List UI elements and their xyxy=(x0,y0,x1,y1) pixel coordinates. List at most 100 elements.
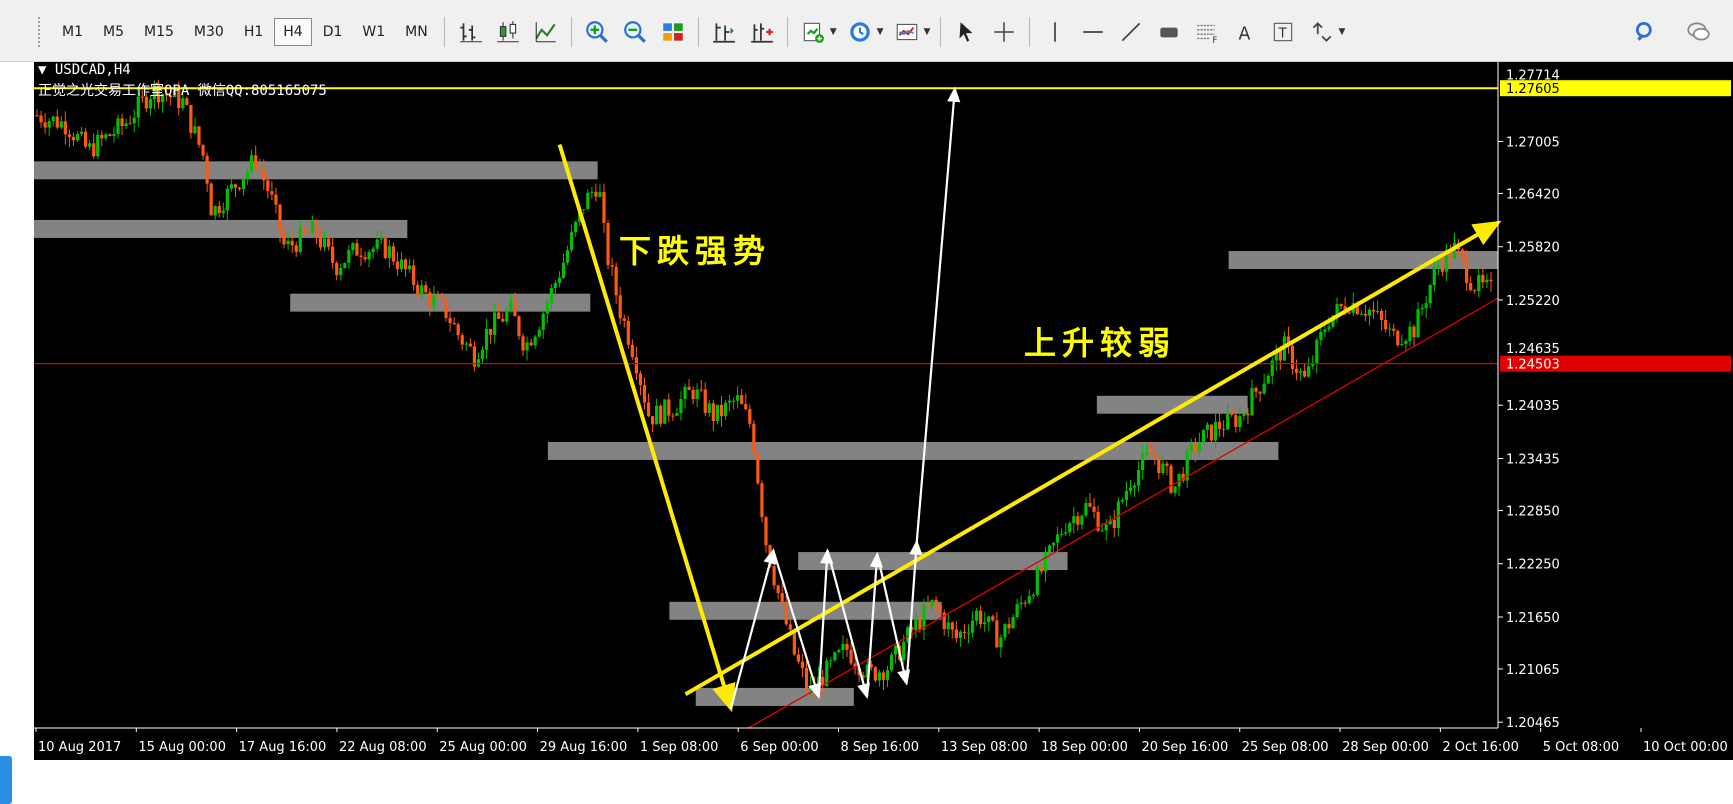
candle-body xyxy=(1250,388,1254,416)
templates-icon[interactable] xyxy=(891,16,923,48)
candle-body xyxy=(298,227,302,252)
candle-body xyxy=(570,232,574,251)
candle-body xyxy=(1056,534,1060,543)
candle-body xyxy=(391,246,395,262)
candle-body xyxy=(655,405,659,425)
candle-body xyxy=(1432,266,1436,286)
vertical-line-icon[interactable] xyxy=(1039,16,1071,48)
candle-body xyxy=(1047,545,1052,552)
candle-body xyxy=(1064,532,1068,534)
candle-body xyxy=(160,94,165,103)
tile-windows-icon[interactable] xyxy=(657,16,689,48)
red-price-badge-bg xyxy=(1500,355,1731,372)
candle-body xyxy=(638,373,643,386)
trendline-icon[interactable] xyxy=(1115,16,1147,48)
candle-body xyxy=(582,209,586,211)
search-icon[interactable] xyxy=(1630,16,1662,48)
candle-body xyxy=(821,676,825,687)
candle-body xyxy=(1315,340,1319,364)
dropdown-arrow-icon[interactable]: ▼ xyxy=(829,27,837,37)
candle-body xyxy=(926,605,930,607)
candle-body xyxy=(339,268,343,276)
candle-body xyxy=(104,134,108,139)
time-tick-label: 13 Sep 08:00 xyxy=(941,740,1028,755)
indicators-icon[interactable] xyxy=(797,16,829,48)
panel-tab[interactable] xyxy=(0,756,12,804)
timeframe-d1[interactable]: D1 xyxy=(322,24,343,40)
candle-body xyxy=(715,404,719,422)
toolbar-grip[interactable] xyxy=(38,17,46,47)
candle-body xyxy=(1307,366,1311,377)
support-resistance-zone xyxy=(669,601,942,620)
timeframe-h1[interactable]: H1 xyxy=(243,24,264,40)
candle-body xyxy=(331,246,335,263)
fibonacci-icon[interactable]: F xyxy=(1191,16,1223,48)
candle-body xyxy=(642,385,647,403)
time-tick-label: 10 Aug 2017 xyxy=(38,740,121,755)
timeframe-m1[interactable]: M1 xyxy=(62,24,83,40)
timeframe-h4[interactable]: H4 xyxy=(274,18,312,46)
timeframe-mn[interactable]: MN xyxy=(405,24,428,40)
candle-body xyxy=(1371,309,1376,312)
candle-body xyxy=(1023,602,1027,604)
candle-body xyxy=(250,155,254,171)
candle-body xyxy=(1120,500,1124,502)
chart-window[interactable]: 下跌强势 上升较弱 1.27005 1.26420 1.25820 1.25220 1.24… xyxy=(34,62,1733,760)
horizontal-line-icon[interactable] xyxy=(1077,16,1109,48)
candle-body xyxy=(1262,383,1266,394)
candle-body xyxy=(39,115,43,123)
bar-chart-icon[interactable] xyxy=(454,16,486,48)
candle-body xyxy=(723,402,728,417)
candle-body xyxy=(529,342,533,346)
candle-body xyxy=(1367,309,1372,316)
chat-icon[interactable] xyxy=(1682,16,1714,48)
candle-body xyxy=(1424,303,1428,309)
candle-body xyxy=(784,601,788,625)
candle-body xyxy=(1444,249,1448,272)
candle-body xyxy=(169,95,173,98)
candle-body xyxy=(1388,328,1392,330)
candle-body xyxy=(1335,304,1339,316)
chart-shift-icon[interactable] xyxy=(708,16,740,48)
candle-body xyxy=(302,227,306,233)
candle-body xyxy=(1205,424,1210,430)
candle-body xyxy=(201,144,205,156)
candle-body xyxy=(92,143,96,157)
dropdown-arrow-icon[interactable]: ▼ xyxy=(1338,27,1346,37)
timeframe-w1[interactable]: W1 xyxy=(362,24,386,40)
candle-body xyxy=(424,285,428,293)
timeframe-m15[interactable]: M15 xyxy=(144,24,174,40)
candle-body xyxy=(1473,290,1477,292)
toolbar: M1 M5 M15 M30 H1 H4 D1 W1 MN ▼ ▼ ▼ F A T ▼ xyxy=(0,0,1733,62)
dropdown-arrow-icon[interactable]: ▼ xyxy=(876,27,884,37)
cursor-icon[interactable] xyxy=(950,16,982,48)
candle-body xyxy=(100,134,104,139)
periods-icon[interactable] xyxy=(844,16,876,48)
candle-body xyxy=(1375,310,1380,312)
candle-body xyxy=(736,395,740,401)
auto-scroll-icon[interactable] xyxy=(746,16,778,48)
candle-body xyxy=(999,637,1003,648)
timeframe-m5[interactable]: M5 xyxy=(103,24,124,40)
crosshair-icon[interactable] xyxy=(988,16,1020,48)
dropdown-arrow-icon[interactable]: ▼ xyxy=(923,27,931,37)
zoom-in-icon[interactable] xyxy=(581,16,613,48)
arrows-icon[interactable] xyxy=(1305,16,1337,48)
candle-body xyxy=(752,423,756,454)
toolbar-right xyxy=(1627,16,1717,48)
price-tick-label: 1.21650 xyxy=(1506,611,1560,626)
candle-chart-icon[interactable] xyxy=(492,16,524,48)
candle-body xyxy=(651,416,655,425)
price-tick-label: 1.25220 xyxy=(1506,294,1560,309)
text-icon[interactable]: A xyxy=(1229,16,1261,48)
symbol-label[interactable]: ▼ USDCAD,H4 xyxy=(38,62,131,78)
text-label-icon[interactable]: T xyxy=(1267,16,1299,48)
candle-body xyxy=(116,118,120,134)
timeframe-m30[interactable]: M30 xyxy=(193,24,224,40)
candle-body xyxy=(594,191,598,197)
candle-body xyxy=(792,629,796,655)
rectangle-icon[interactable] xyxy=(1153,16,1185,48)
line-chart-icon[interactable] xyxy=(530,16,562,48)
zoom-out-icon[interactable] xyxy=(619,16,651,48)
